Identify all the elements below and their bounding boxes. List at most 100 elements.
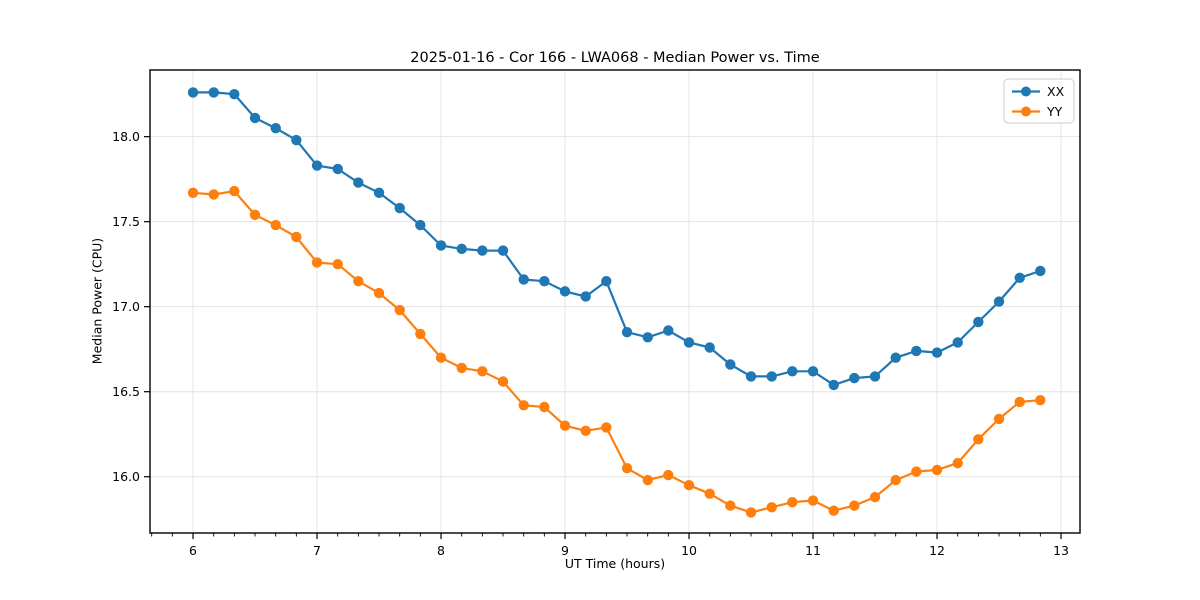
series-XX-marker bbox=[229, 88, 240, 100]
y-tick-label: 16.5 bbox=[112, 384, 140, 399]
series-XX-marker bbox=[683, 337, 695, 348]
series-XX-marker bbox=[497, 245, 509, 256]
y-tick-label: 16.0 bbox=[112, 469, 140, 484]
series-XX-marker bbox=[807, 366, 819, 377]
series-YY-marker bbox=[952, 457, 963, 469]
series-YY-marker bbox=[456, 362, 467, 374]
series-XX-marker bbox=[291, 134, 302, 146]
series-YY-marker bbox=[1014, 396, 1025, 408]
series-YY-marker bbox=[580, 425, 591, 437]
series-XX-marker bbox=[973, 316, 984, 328]
series-XX-marker bbox=[993, 296, 1005, 307]
series-YY-marker bbox=[539, 401, 550, 413]
series-XX-marker bbox=[580, 291, 591, 302]
legend-label: XX bbox=[1047, 84, 1065, 99]
series-YY-marker bbox=[931, 464, 943, 476]
series-YY-marker bbox=[704, 488, 715, 499]
x-axis-ticks: 6 7 8 9 10 11 12 13 bbox=[151, 533, 1069, 558]
series-YY-marker bbox=[725, 500, 736, 511]
series-XX-marker bbox=[890, 352, 901, 363]
series-YY-marker bbox=[477, 366, 488, 377]
series-XX-marker bbox=[270, 122, 281, 134]
series-YY-marker bbox=[497, 376, 509, 387]
series-YY-marker bbox=[270, 219, 281, 231]
plot-frame bbox=[149, 69, 1081, 534]
series-XX-marker bbox=[1014, 272, 1025, 283]
x-tick-label: 8 bbox=[437, 543, 445, 558]
series-XX-marker bbox=[1035, 265, 1046, 277]
series-YY-marker bbox=[187, 187, 199, 198]
series-XX-marker bbox=[539, 275, 550, 287]
series-XX-marker bbox=[559, 286, 571, 297]
series-YY-marker bbox=[621, 463, 633, 474]
x-tick-label: 13 bbox=[1053, 543, 1069, 558]
series-YY-marker bbox=[745, 507, 757, 518]
series-XX-marker bbox=[952, 337, 963, 348]
series-YY-marker bbox=[766, 502, 777, 513]
series-XX bbox=[187, 87, 1046, 391]
x-tick-label: 10 bbox=[681, 543, 697, 558]
series-XX-marker bbox=[187, 87, 199, 98]
series-XX-marker bbox=[766, 371, 777, 382]
x-tick-label: 12 bbox=[929, 543, 945, 558]
series-XX-marker bbox=[745, 371, 757, 382]
series-XX-marker bbox=[456, 243, 467, 255]
series-XX-marker bbox=[415, 219, 426, 231]
y-tick-label: 18.0 bbox=[112, 129, 140, 144]
series-XX-marker bbox=[518, 274, 529, 285]
x-tick-label: 9 bbox=[561, 543, 569, 558]
series-XX-marker bbox=[311, 160, 323, 171]
series-XX-marker bbox=[373, 187, 385, 198]
series-XX-marker bbox=[642, 332, 653, 343]
legend-swatch-marker bbox=[1021, 106, 1031, 117]
series-YY-marker bbox=[373, 287, 385, 299]
y-tick-label: 17.0 bbox=[112, 299, 140, 314]
x-tick-label: 6 bbox=[189, 543, 197, 558]
series-YY-marker bbox=[208, 189, 219, 200]
series-YY bbox=[187, 185, 1046, 518]
series-XX-marker bbox=[663, 325, 674, 336]
series-XX-marker bbox=[353, 177, 364, 188]
series-YY-marker bbox=[787, 497, 798, 508]
series-XX-marker bbox=[601, 275, 612, 287]
series-YY-marker bbox=[601, 422, 612, 433]
series-XX-marker bbox=[931, 347, 943, 358]
legend: XX YY bbox=[1003, 78, 1075, 124]
series-YY-marker bbox=[973, 434, 984, 445]
series-YY-marker bbox=[911, 466, 922, 477]
x-tick-label: 7 bbox=[313, 543, 321, 558]
series-YY-marker bbox=[828, 505, 839, 516]
series-YY-marker bbox=[435, 352, 447, 363]
series-XX-marker bbox=[725, 359, 736, 370]
series-YY-marker bbox=[353, 275, 364, 287]
series-XX-marker bbox=[787, 366, 798, 377]
series-XX-marker bbox=[249, 112, 261, 124]
series-XX-marker bbox=[477, 245, 488, 256]
series-YY-marker bbox=[890, 474, 901, 486]
series-YY-marker bbox=[849, 500, 860, 511]
gridlines bbox=[150, 70, 1080, 533]
series-YY-marker bbox=[518, 400, 529, 411]
series-XX-marker bbox=[621, 326, 633, 338]
legend-label: YY bbox=[1046, 104, 1063, 119]
series-YY-marker bbox=[291, 231, 302, 243]
series-YY-marker bbox=[559, 420, 571, 431]
series-YY-marker bbox=[311, 257, 323, 268]
series-YY-marker bbox=[332, 258, 343, 270]
series-YY-marker bbox=[249, 209, 261, 221]
series-YY-marker bbox=[663, 469, 674, 481]
series-XX-marker bbox=[869, 371, 881, 382]
y-axis-label: Median Power (CPU) bbox=[89, 237, 105, 365]
series-XX-marker bbox=[911, 345, 922, 357]
series-XX-marker bbox=[704, 342, 715, 353]
legend-swatch-marker bbox=[1021, 86, 1031, 97]
series-YY-marker bbox=[1035, 395, 1046, 406]
chart-title: 2025-01-16 - Cor 166 - LWA068 - Median P… bbox=[410, 50, 820, 66]
series-XX-marker bbox=[435, 240, 447, 251]
series-XX-marker bbox=[828, 379, 839, 391]
series-XX-marker bbox=[208, 87, 219, 98]
series-YY-marker bbox=[683, 480, 695, 491]
series-YY-marker bbox=[415, 328, 426, 340]
series-XX-marker bbox=[849, 372, 860, 384]
